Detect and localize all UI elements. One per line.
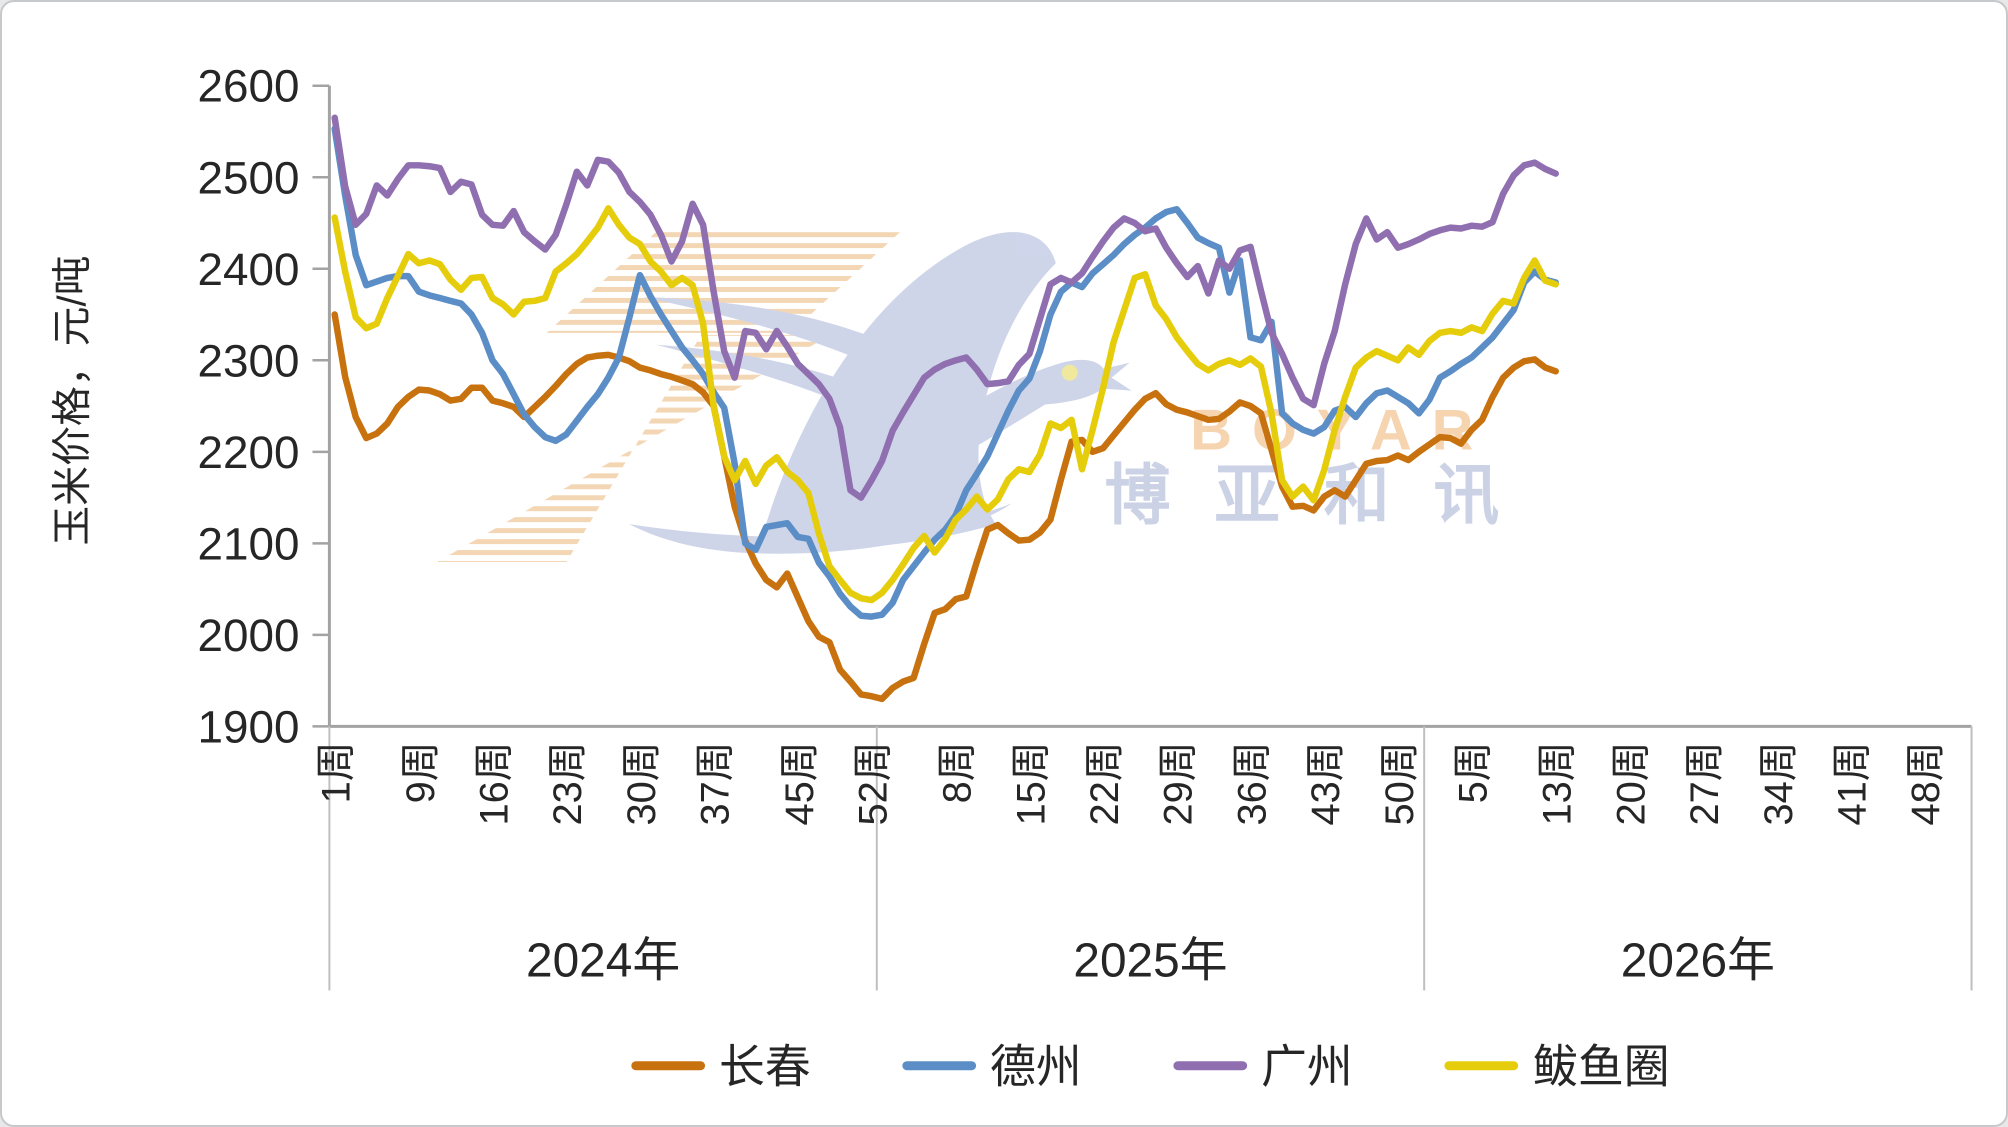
watermark-cn-text: 博亚和讯 (1105, 458, 1543, 532)
x-tick-label: 16周 (473, 741, 517, 825)
x-tick-label: 15周 (1009, 741, 1053, 825)
legend-swatch-bayuquan (1444, 1061, 1519, 1071)
line-changchun (331, 311, 1559, 703)
legend-label-changchun: 长春 (719, 1041, 811, 1092)
x-tick-label: 5周 (1451, 741, 1495, 803)
x-tick-label: 43周 (1304, 741, 1348, 825)
legend-label-guangzhou: 广州 (1261, 1041, 1353, 1092)
x-tick-label: 37周 (694, 741, 738, 825)
x-tick-label: 23周 (546, 741, 590, 825)
legend-label-bayuquan: 鲅鱼圈 (1532, 1041, 1669, 1092)
x-tick-label: 1周 (315, 741, 359, 803)
y-tick-label: 2100 (198, 518, 300, 569)
y-tick-label: 1900 (198, 701, 300, 752)
x-tick-label: 50周 (1378, 741, 1422, 825)
x-tick-label: 27周 (1683, 741, 1727, 825)
y-tick-label: 2300 (198, 335, 300, 386)
x-tick-label: 9周 (399, 741, 443, 803)
year-label-2026: 2026年 (1621, 935, 1775, 988)
x-tick-label: 36周 (1230, 741, 1274, 825)
line-bayuquan (331, 205, 1559, 604)
line-dezhou (331, 125, 1559, 620)
x-tick-label: 20周 (1609, 741, 1653, 825)
x-tick-label: 29周 (1157, 741, 1201, 825)
y-tick-label: 2600 (198, 61, 300, 112)
x-tick-label: 34周 (1757, 741, 1801, 825)
legend-swatch-changchun (631, 1061, 706, 1071)
line-guangzhou (331, 114, 1559, 501)
y-tick-label: 2000 (198, 610, 300, 661)
legend: 长春 德州 广州 鲅鱼圈 (631, 1041, 1670, 1092)
x-tick-label: 13周 (1536, 741, 1580, 825)
y-axis-title: 玉米价格，元/吨 (50, 256, 94, 546)
year-label-2024: 2024年 (526, 935, 680, 988)
legend-swatch-dezhou (902, 1061, 977, 1071)
y-tick-label: 2400 (198, 244, 300, 295)
y-tick-label: 2200 (198, 427, 300, 478)
year-label-2025: 2025年 (1073, 935, 1227, 988)
x-tick-label: 48周 (1904, 741, 1948, 825)
x-tick-label: 45周 (778, 741, 822, 825)
x-tick-label: 41周 (1830, 741, 1874, 825)
watermark-bird-icon (629, 232, 1132, 554)
x-tick-label: 22周 (1083, 741, 1127, 825)
watermark-stripe-band-upper (546, 227, 906, 333)
y-tick-label: 2500 (198, 152, 300, 203)
x-tick-label: 8周 (936, 741, 980, 803)
legend-label-dezhou: 德州 (990, 1041, 1082, 1092)
watermark-boyar-logo: BOYAR 博亚和讯 (437, 227, 1543, 563)
legend-swatch-guangzhou (1173, 1061, 1248, 1071)
x-tick-label: 52周 (851, 741, 895, 825)
plot-area: 1900 2000 2100 2200 2300 2400 2500 2600 2024年 202… (198, 61, 1973, 991)
x-tick-label: 30周 (620, 741, 664, 825)
watermark-bird-eye (1061, 364, 1078, 381)
